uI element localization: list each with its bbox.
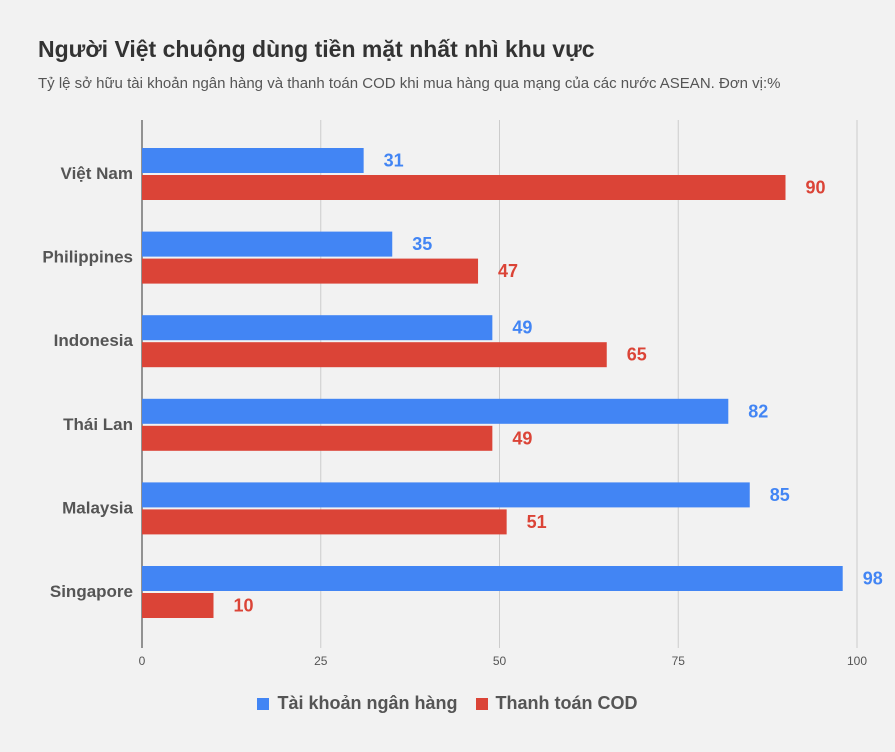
category-label: Indonesia xyxy=(54,331,134,350)
data-label: 65 xyxy=(627,345,647,365)
bar xyxy=(142,175,786,200)
bar xyxy=(142,425,493,451)
legend-label-bank: Tài khoản ngân hàng xyxy=(277,693,458,713)
bar-chart: 0 25 50 75 100 Việt Nam 31 90 Philippines 35 47 Ind… xyxy=(42,120,883,668)
legend: Tài khoản ngân hàng Thanh toán COD xyxy=(0,693,895,714)
data-label: 90 xyxy=(806,178,826,198)
bar xyxy=(142,231,393,257)
data-label: 85 xyxy=(770,485,790,505)
data-label: 10 xyxy=(234,596,254,616)
bar xyxy=(142,315,493,341)
category-label: Malaysia xyxy=(62,498,133,517)
bar xyxy=(142,566,843,591)
category-label: Singapore xyxy=(50,582,133,601)
x-tick-label: 25 xyxy=(314,654,328,668)
x-tick-label: 50 xyxy=(493,654,507,668)
bar xyxy=(142,148,364,173)
legend-item-cod: Thanh toán COD xyxy=(475,693,638,714)
data-label: 49 xyxy=(512,318,532,338)
legend-label-cod: Thanh toán COD xyxy=(495,693,638,713)
x-tick-label: 75 xyxy=(672,654,686,668)
bar xyxy=(142,258,479,284)
x-tick-label: 0 xyxy=(139,654,146,668)
data-label: 98 xyxy=(863,569,883,589)
data-label: 31 xyxy=(384,151,404,171)
data-label: 82 xyxy=(748,401,768,421)
bar xyxy=(142,482,750,508)
data-label: 35 xyxy=(412,234,432,254)
data-label: 49 xyxy=(512,428,532,448)
legend-swatch-bank xyxy=(257,697,270,710)
data-label: 51 xyxy=(527,512,547,532)
bar xyxy=(142,342,607,368)
chart-subtitle: Tỷ lệ sở hữu tài khoản ngân hàng và than… xyxy=(38,75,781,92)
chart-title: Người Việt chuộng dùng tiền mặt nhất nhì… xyxy=(38,36,595,62)
category-label: Việt Nam xyxy=(61,164,133,183)
data-label: 47 xyxy=(498,261,518,281)
category-label: Thái Lan xyxy=(63,415,133,434)
legend-item-bank: Tài khoản ngân hàng xyxy=(257,693,458,714)
legend-swatch-cod xyxy=(475,697,488,710)
category-label: Philippines xyxy=(42,248,133,267)
bar xyxy=(142,398,729,424)
x-tick-label: 100 xyxy=(847,654,867,668)
bar xyxy=(142,593,214,618)
bar xyxy=(142,509,507,535)
